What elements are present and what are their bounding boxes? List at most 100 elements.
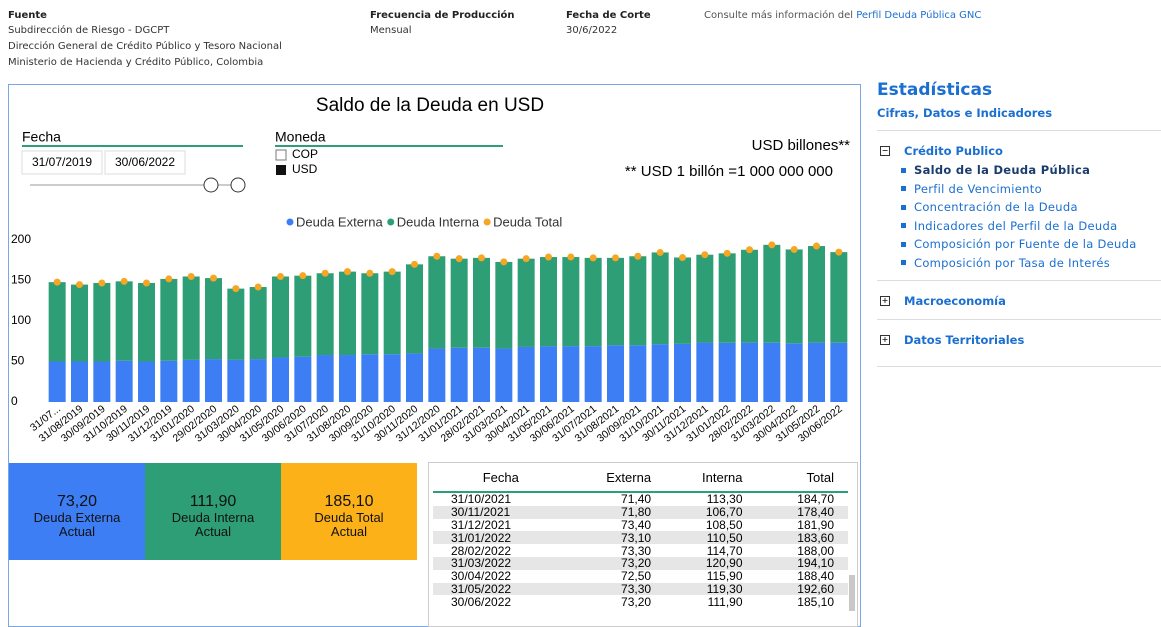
table-cell: 72,50 [621,569,652,584]
bar-segment [763,244,781,343]
bar-segment [272,276,289,358]
total-dot [344,268,351,276]
total-dot [455,255,463,263]
slider-handle[interactable] [230,177,246,193]
total-dot [567,253,575,261]
bar-segment [272,357,289,402]
table-cell: 114,70 [706,543,743,558]
sidebar-item[interactable]: Indicadores del Perfil de la Deuda [901,217,1161,236]
slider-handle[interactable] [203,177,219,193]
total-dot [723,249,731,257]
item-label: Concentración de la Deuda [914,200,1078,215]
total-dot [411,260,418,268]
card-label: Deuda Total Actual [314,510,384,539]
bar-segment [629,256,647,346]
total-dot [634,252,642,260]
table-cell: 188,40 [797,569,834,584]
table-row: 30/11/2021 71,80 106,70 178,40 [433,505,848,520]
total-dot [187,272,195,280]
table-cell: 178,40 [797,505,834,520]
bar-segment [383,271,401,355]
column-header: Interna [702,469,743,485]
bar-segment [339,271,356,356]
bar-segment [651,252,669,345]
section-title: Datos Territoriales [904,333,1025,347]
bar-segment [517,258,535,347]
currency-option[interactable]: COP [292,147,318,161]
bar-segment [383,354,401,402]
legend-label: Deuda Total [493,214,562,229]
section-header[interactable]: + Datos Territoriales [877,330,1161,350]
legend-marker [387,218,395,226]
more-info: Consulte más información del [704,10,854,21]
checkbox[interactable] [276,165,286,175]
more-info-link[interactable]: Perfil Deuda Pública GNC [856,10,982,21]
table-cell: 73,20 [621,556,652,571]
table-cell: 183,60 [797,530,834,545]
card: 185,10 Deuda Total Actual [281,463,417,560]
bar-segment [428,348,446,402]
table-row: 31/05/2022 73,30 119,30 192,60 [433,581,848,596]
bar-segment [428,256,446,349]
item-label: Composición por Tasa de Interés [914,255,1111,270]
bar-segment [339,355,356,402]
bullet [901,260,906,266]
checkbox[interactable] [275,149,287,161]
total-dot [813,242,820,250]
table-cell: 184,70 [797,492,834,507]
table-cell: 30/04/2022 [451,569,512,584]
legend-marker [483,218,491,226]
card: 111,90 Deuda Interna Actual [145,463,281,560]
scrollbar[interactable] [849,575,855,611]
sidebar-item[interactable]: Perfil de Vencimiento [901,180,1161,199]
bar-segment [249,287,267,360]
item-label: Composición por Fuente de la Deuda [914,237,1137,252]
sidebar: Estadísticas Cifras, Datos e Indicadores… [877,80,1161,367]
bar-segment [607,257,624,346]
bar-segment [540,257,557,347]
y-tick-label: 100 [11,313,31,327]
sidebar-item[interactable]: Composición por Fuente de la Deuda [901,235,1161,254]
table-cell: 31/03/2022 [451,556,512,571]
sidebar-item[interactable]: Saldo de la Deuda Pública [901,161,1161,180]
total-dot [612,254,619,262]
bar-segment [808,246,825,343]
section-header[interactable]: − Crédito Publico [877,141,1161,161]
table-row: 30/06/2022 73,20 111,90 185,10 [433,595,848,609]
item-label: Saldo de la Deuda Pública [914,163,1091,178]
sidebar-item[interactable]: Concentración de la Deuda [901,198,1161,217]
date-from[interactable]: 31/07/2019 [32,155,92,169]
total-dot [433,252,441,260]
card-label: Deuda Externa Actual [33,510,121,539]
bar-segment [406,264,423,354]
bar-segment [205,278,222,360]
bar-segment [741,342,758,402]
date-input[interactable] [21,150,103,175]
table-row: 31/12/2021 73,40 108,50 181,90 [433,518,848,532]
sidebar-item[interactable]: Composición por Tasa de Interés [901,254,1161,273]
bar-segment [517,346,535,402]
table-cell: 119,30 [706,581,743,596]
bar-segment [361,273,379,355]
table-cell: 110,50 [706,530,743,545]
table-row: 30/04/2022 72,50 115,90 188,40 [433,569,848,584]
total-dot [768,241,776,249]
legend-marker [286,218,294,226]
date-input[interactable] [104,150,186,175]
table-cell: 30/11/2021 [451,505,511,520]
section-header[interactable]: + Macroeconomía [877,291,1161,311]
sidebar-section: − Crédito Publico Saldo de la Deuda Públic… [877,130,1161,272]
bar-segment [450,347,468,402]
table-panel: Fecha Externa Interna Total 31/10/2021 71,40 1… [428,462,858,627]
source-line: Ministerio de Hacienda y Crédito Público… [8,57,264,68]
table-cell: 113,30 [706,492,743,507]
chart: Saldo de la Deuda en USD Fecha 31/07/201… [11,95,850,445]
currency-option[interactable]: USD [292,162,318,176]
column-header: Externa [606,469,652,485]
table-cell: 115,90 [706,569,743,584]
bar-segment [785,249,803,344]
table-cell: 106,70 [705,505,743,520]
date-to[interactable]: 30/06/2022 [115,155,175,169]
table-cell: 120,90 [705,556,743,571]
bar-segment [830,252,848,343]
